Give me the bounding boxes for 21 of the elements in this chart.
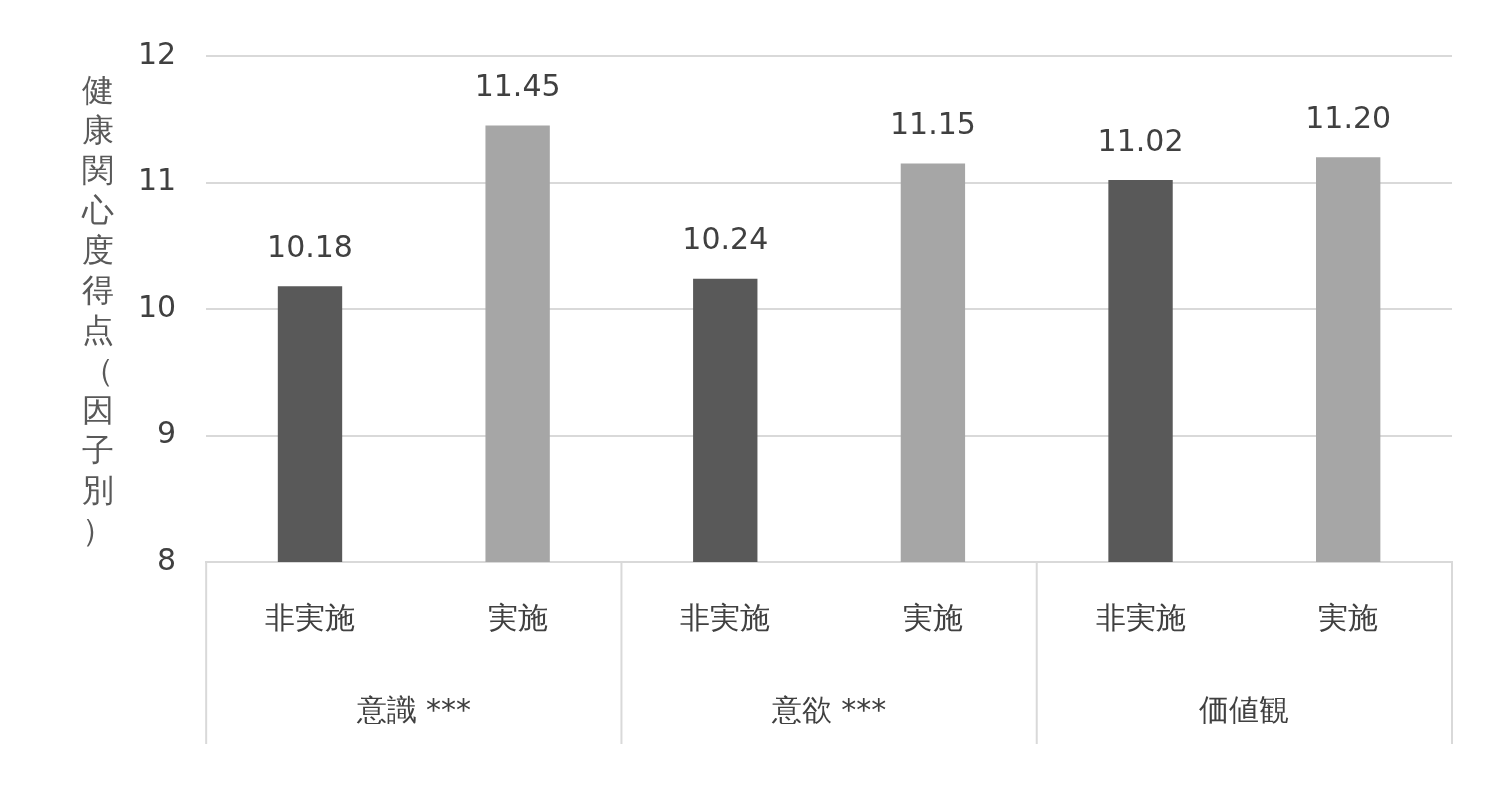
- x-tick-label: 非実施: [264, 599, 355, 635]
- data-label: 11.45: [474, 68, 561, 104]
- data-label: 10.24: [682, 221, 769, 257]
- text: 意識 ***: [355, 691, 472, 727]
- y-tick-label: 10: [137, 288, 177, 324]
- text: 価値観: [1199, 691, 1290, 727]
- data-label: 11.02: [1097, 122, 1184, 158]
- x-tick-label: 実施: [487, 599, 548, 635]
- data-label: 10.18: [267, 229, 353, 265]
- x-tick-label: 実施: [1318, 599, 1379, 635]
- y-tick-label: 9: [157, 415, 177, 451]
- x-tick-label: 非実施: [1095, 599, 1186, 635]
- x-tick-label: 実施: [902, 599, 963, 635]
- x-tick-label: 非実施: [680, 599, 771, 635]
- data-label: 11.20: [1305, 100, 1392, 135]
- text: 健康関心度得点（因子別）: [82, 71, 114, 549]
- y-tick-label: 8: [157, 541, 177, 577]
- text: 意欲 ***: [770, 691, 887, 727]
- data-label: 11.15: [889, 106, 976, 142]
- y-tick-label: 12: [137, 35, 177, 71]
- y-tick-label: 11: [137, 162, 177, 198]
